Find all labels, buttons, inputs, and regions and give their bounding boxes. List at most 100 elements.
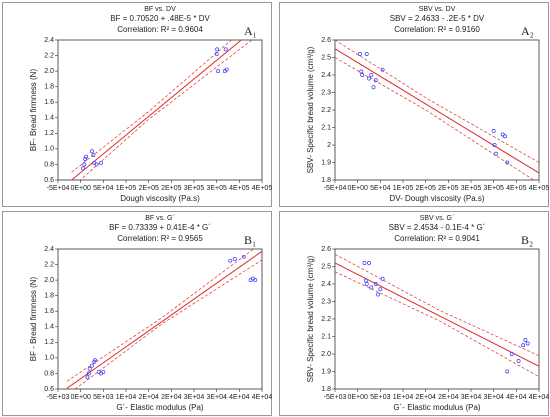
y-tick-label: 2.4 <box>44 37 54 44</box>
data-point <box>87 366 92 371</box>
regression-line <box>335 262 539 367</box>
x-tick-label: 2E+05 <box>138 185 159 192</box>
y-tick-label: 1.6 <box>44 308 54 315</box>
panel-label: A₂ <box>521 24 534 38</box>
x-tick-label: 1E+04 <box>116 394 137 401</box>
x-tick-label: 2E+05 <box>415 185 436 192</box>
panel-label: A₁ <box>244 24 257 38</box>
x-tick-label: 1E+04 <box>393 394 414 401</box>
x-tick-label: 3E+05 <box>461 185 482 192</box>
data-point <box>357 52 362 56</box>
data-point <box>224 67 229 72</box>
panel: BF vs. G´BF = 0.73339 + 0.41E-4 * G´ Corr… <box>2 211 273 416</box>
regression-line <box>335 48 539 174</box>
data-point <box>505 160 510 165</box>
y-tick-label: 1.0 <box>44 355 54 362</box>
chart-title: SBV vs. G´ <box>420 215 455 222</box>
data-point <box>223 47 228 52</box>
x-tick-label: 4E+04 <box>529 394 550 401</box>
data-point <box>493 151 498 156</box>
x-tick-label: 4E+05 <box>529 185 550 192</box>
data-point <box>82 162 87 167</box>
x-tick-label: 0E+00 <box>347 394 368 401</box>
correlation: Correlation: R² = 0.9565 <box>117 234 203 243</box>
confidence-band-upper <box>335 253 539 357</box>
x-tick-label: 1E+05 <box>393 185 414 192</box>
confidence-band-lower <box>335 271 539 378</box>
y-tick-label: 2.3 <box>321 89 331 96</box>
panel: SBV vs. G´SBV = 2.4534 - 0.1E-4 * G´ Corr… <box>279 211 550 416</box>
data-point <box>369 73 374 77</box>
y-tick-label: 2.6 <box>321 246 331 253</box>
x-tick-label: 3E+05 <box>184 185 205 192</box>
y-tick-label: 2.4 <box>44 246 54 253</box>
data-point <box>369 285 374 290</box>
y-tick-label: 1.8 <box>321 177 331 184</box>
regression-line <box>66 250 262 389</box>
x-tick-label: 3E+04 <box>483 394 504 401</box>
y-tick-label: 2.1 <box>321 124 331 131</box>
y-tick-label: 2.4 <box>321 281 331 288</box>
data-point <box>364 52 369 56</box>
data-point <box>241 254 246 259</box>
x-axis-label: DV- Dough viscosity (Pa.s) <box>389 194 484 203</box>
y-tick-label: 0.8 <box>44 161 54 168</box>
data-point <box>83 157 88 161</box>
y-tick-label: 1.2 <box>44 130 54 137</box>
data-point <box>359 69 364 74</box>
y-tick-label: 1.9 <box>321 159 331 166</box>
x-tick-label: 0E+00 <box>347 185 368 192</box>
data-point <box>86 371 91 376</box>
data-point <box>91 153 96 158</box>
y-tick-label: 2.2 <box>321 316 331 323</box>
data-point <box>363 278 368 283</box>
data-point <box>360 73 365 77</box>
confidence-band-upper <box>71 40 232 173</box>
y-tick-label: 2.6 <box>321 37 331 44</box>
data-point <box>90 149 94 154</box>
x-tick-label: 3E+04 <box>461 394 482 401</box>
x-tick-label: 3E+04 <box>206 394 227 401</box>
data-point <box>364 282 369 286</box>
plot-area <box>334 248 540 390</box>
data-point <box>525 341 530 346</box>
data-point <box>491 129 496 133</box>
correlation: Correlation: R² = 0.9041 <box>394 234 480 243</box>
data-point <box>85 375 90 380</box>
x-tick-label: 4E+04 <box>252 394 273 401</box>
data-point <box>380 276 385 281</box>
x-tick-label: -5E+04 <box>47 185 70 192</box>
x-tick-label: 5E+04 <box>93 185 114 192</box>
y-axis-label: BF- Bread firmness (N) <box>29 69 38 152</box>
y-tick-label: 2.2 <box>321 107 331 114</box>
data-point <box>214 52 219 56</box>
y-tick-label: 0.6 <box>44 177 54 184</box>
y-tick-label: 1.4 <box>44 115 54 122</box>
x-tick-label: 3E+05 <box>483 185 504 192</box>
data-point <box>362 261 367 265</box>
y-tick-label: 2.0 <box>44 277 54 284</box>
panel-label: B₂ <box>521 233 533 247</box>
y-tick-label: 0.6 <box>44 386 54 393</box>
data-point <box>90 363 94 368</box>
y-tick-label: 2.2 <box>44 52 54 59</box>
x-tick-label: 4E+04 <box>506 394 527 401</box>
y-tick-label: 2.4 <box>321 72 331 79</box>
y-tick-label: 0.8 <box>44 370 54 377</box>
data-point <box>99 160 104 165</box>
y-tick-label: 2.1 <box>321 333 331 340</box>
x-tick-label: 2E+04 <box>415 394 436 401</box>
data-point <box>80 166 85 171</box>
equation: BF = 0.70520 + .48E-5 * DV <box>110 14 210 23</box>
data-point <box>367 76 371 81</box>
data-point <box>373 78 378 83</box>
data-point <box>371 85 376 90</box>
data-point <box>492 143 497 147</box>
chart-title: BF vs. G´ <box>145 215 175 222</box>
data-point <box>101 369 106 374</box>
regression-line <box>71 40 243 180</box>
plot-area <box>57 39 263 181</box>
data-point <box>367 261 371 265</box>
x-tick-label: -5E+04 <box>324 185 347 192</box>
